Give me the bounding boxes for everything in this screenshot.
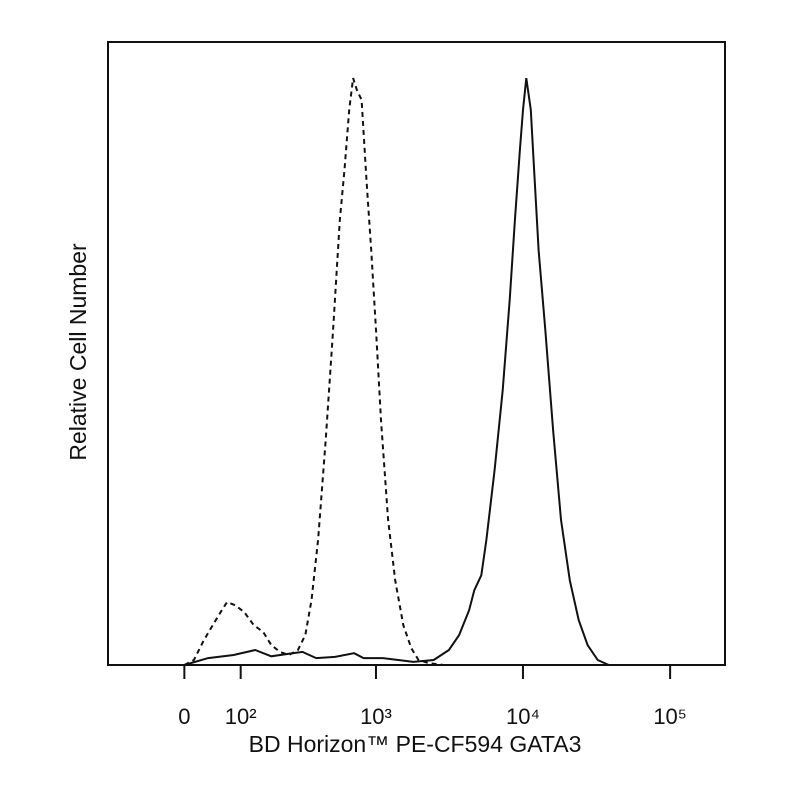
x-tick-label: 10⁴ bbox=[506, 704, 540, 729]
plot-frame bbox=[107, 41, 726, 666]
y-axis-label: Relative Cell Number bbox=[65, 243, 91, 461]
histogram-line bbox=[184, 77, 610, 666]
x-tick-label: 0 bbox=[178, 704, 190, 729]
x-tick-label: 10³ bbox=[360, 704, 392, 729]
x-tick-label: 10² bbox=[225, 704, 257, 729]
x-tick-label: 10⁵ bbox=[653, 704, 687, 729]
x-axis-label: BD Horizon™ PE-CF594 GATA3 bbox=[249, 731, 582, 757]
histogram-line bbox=[183, 77, 444, 666]
